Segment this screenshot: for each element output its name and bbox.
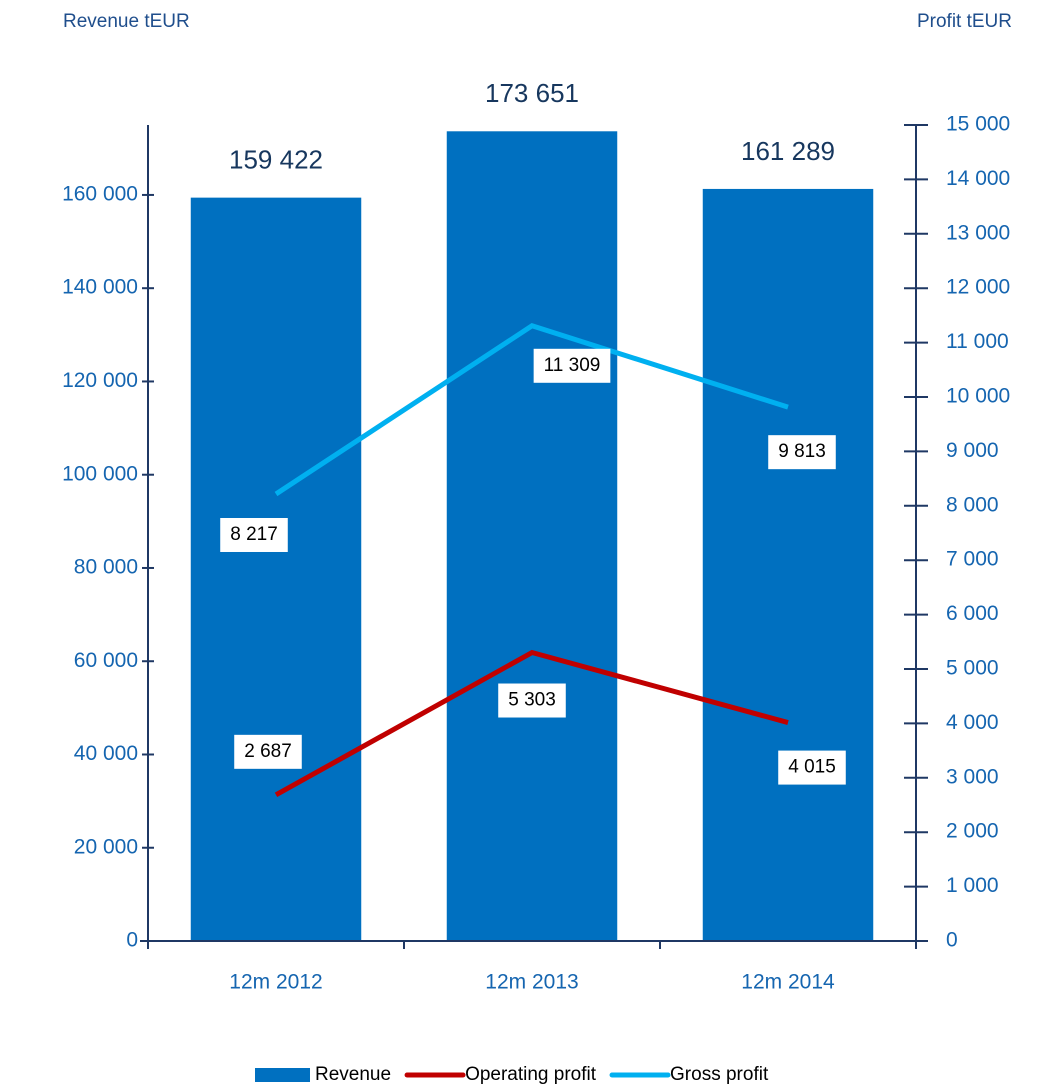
y2-tick-label: 15 000 bbox=[946, 113, 1010, 136]
label-box bbox=[533, 348, 611, 383]
y2-tick-label: 1 000 bbox=[946, 874, 999, 897]
y2-tick-label: 5 000 bbox=[946, 657, 999, 680]
y2-tick-label: 0 bbox=[946, 929, 958, 952]
y-tick-label: 40 000 bbox=[74, 742, 138, 765]
bar bbox=[446, 131, 618, 942]
bar-value-label: 173 651 bbox=[485, 78, 579, 108]
label-box bbox=[220, 517, 288, 552]
line-value-label: 4 015 bbox=[778, 750, 846, 785]
bar bbox=[702, 188, 874, 941]
y2-axis-title: Profit tEUR bbox=[917, 11, 1012, 32]
y2-tick-label: 3 000 bbox=[946, 765, 999, 788]
line-value: 8 217 bbox=[230, 524, 278, 545]
legend-label: Revenue bbox=[315, 1064, 391, 1085]
line-value: 5 303 bbox=[508, 690, 556, 711]
y2-tick-label: 7 000 bbox=[946, 548, 999, 571]
y-tick-label: 100 000 bbox=[62, 462, 138, 485]
bar-value-label: 161 289 bbox=[741, 136, 835, 166]
line-value-label: 8 217 bbox=[220, 517, 288, 552]
line-value-label: 2 687 bbox=[234, 734, 302, 769]
y-tick-label: 160 000 bbox=[62, 182, 138, 205]
y2-tick-label: 4 000 bbox=[946, 711, 999, 734]
x-tick-label: 12m 2014 bbox=[741, 971, 835, 994]
line-value: 9 813 bbox=[778, 441, 826, 462]
line-value: 4 015 bbox=[788, 757, 836, 778]
y2-tick-label: 2 000 bbox=[946, 820, 999, 843]
label-box bbox=[768, 435, 836, 470]
label-box bbox=[234, 734, 302, 769]
y2-tick-label: 10 000 bbox=[946, 385, 1010, 408]
line-value-label: 5 303 bbox=[498, 683, 566, 718]
line-value-label: 9 813 bbox=[768, 435, 836, 470]
y2-tick-label: 12 000 bbox=[946, 276, 1010, 299]
line-value: 2 687 bbox=[244, 741, 292, 762]
line bbox=[274, 649, 789, 798]
y-tick-label: 60 000 bbox=[74, 649, 138, 672]
legend-swatch bbox=[255, 1068, 310, 1082]
line-value-label: 11 309 bbox=[533, 348, 611, 383]
y-axis-title: Revenue tEUR bbox=[63, 11, 190, 32]
y2-tick-label: 9 000 bbox=[946, 439, 999, 462]
line bbox=[274, 323, 789, 497]
bar bbox=[190, 197, 362, 941]
y-tick-label: 0 bbox=[126, 929, 138, 952]
y2-tick-label: 6 000 bbox=[946, 602, 999, 625]
y2-tick-label: 8 000 bbox=[946, 493, 999, 516]
label-box bbox=[498, 683, 566, 718]
bar-value-label: 159 422 bbox=[229, 145, 323, 175]
x-tick-label: 12m 2012 bbox=[229, 971, 322, 994]
y-tick-label: 80 000 bbox=[74, 556, 138, 579]
x-tick-label: 12m 2013 bbox=[485, 971, 578, 994]
y2-tick-label: 11 000 bbox=[946, 330, 1009, 353]
legend-label: Gross profit bbox=[670, 1064, 769, 1085]
y-tick-label: 140 000 bbox=[62, 276, 138, 299]
label-box bbox=[778, 750, 846, 785]
y-tick-label: 20 000 bbox=[74, 835, 138, 858]
line-value: 11 309 bbox=[544, 355, 601, 376]
y-tick-label: 120 000 bbox=[62, 369, 138, 392]
legend-label: Operating profit bbox=[465, 1064, 597, 1085]
y2-tick-label: 13 000 bbox=[946, 221, 1010, 244]
y2-tick-label: 14 000 bbox=[946, 167, 1010, 190]
